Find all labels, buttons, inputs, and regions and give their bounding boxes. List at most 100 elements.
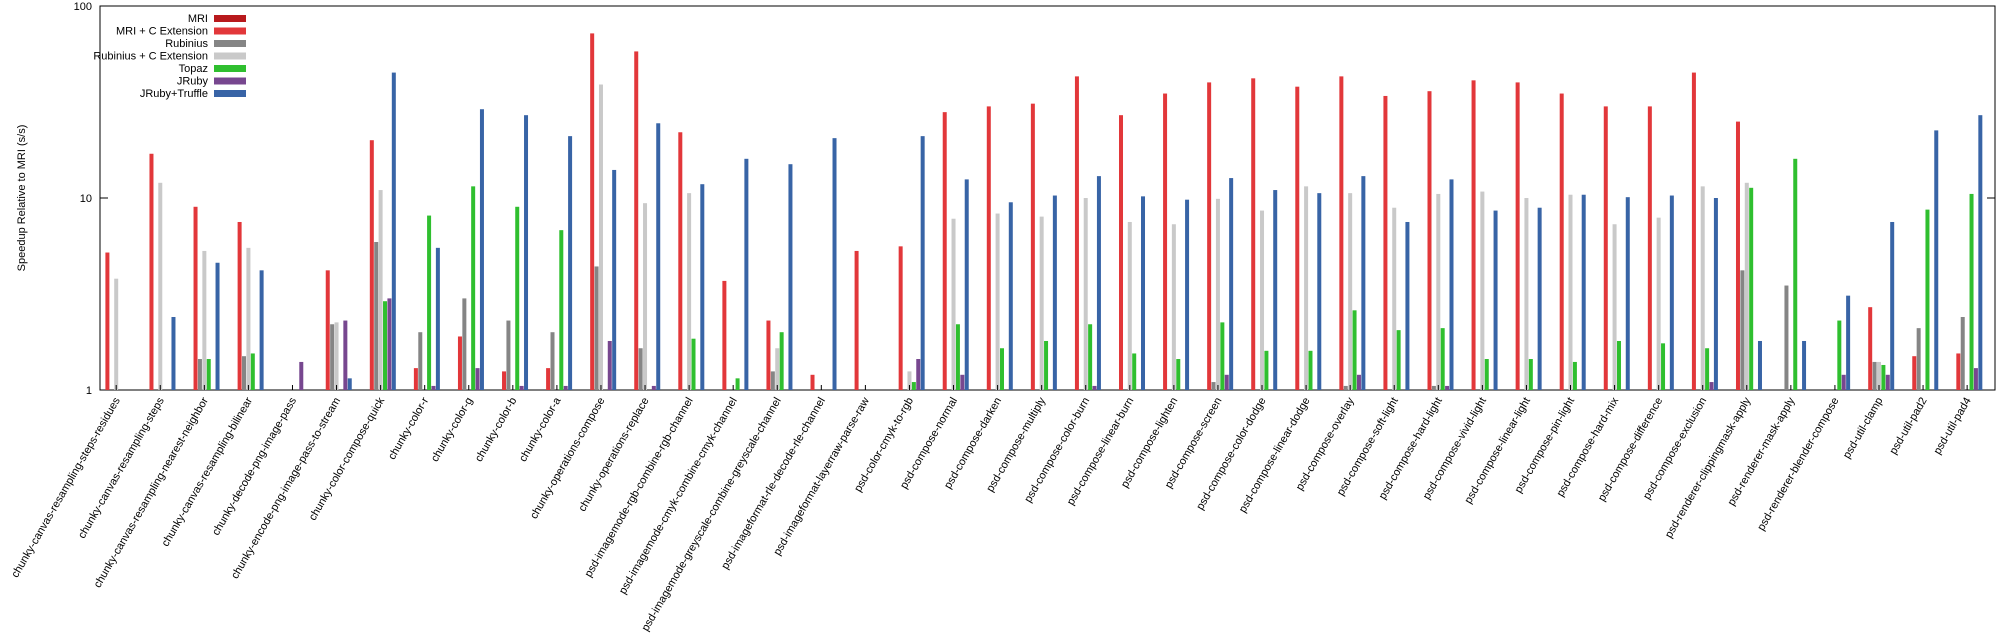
bar [1757, 340, 1762, 390]
bar [1251, 78, 1256, 391]
bar [1969, 193, 1974, 390]
bar [206, 359, 211, 390]
bar [735, 378, 740, 390]
bar [378, 190, 383, 390]
bar [374, 241, 379, 390]
bar [1885, 374, 1890, 390]
bar [1480, 191, 1485, 390]
bar [1700, 186, 1705, 390]
bar [775, 348, 780, 390]
bar [1405, 221, 1410, 390]
bar [1709, 382, 1714, 390]
bar [651, 385, 656, 390]
legend-label: JRuby [177, 76, 209, 88]
bar [656, 123, 661, 390]
bar [334, 322, 339, 390]
bar [391, 72, 396, 391]
bar [1383, 95, 1388, 390]
bar [766, 320, 771, 390]
bar [1493, 210, 1498, 390]
bar [462, 298, 467, 390]
bar [1185, 199, 1190, 390]
bar [1925, 209, 1930, 390]
y-tick-label: 100 [74, 1, 92, 13]
bar [515, 206, 520, 390]
bar [457, 336, 462, 390]
bar [986, 106, 991, 391]
x-tick-label: psd-renderer-blender-compose [1755, 396, 1841, 533]
bar [744, 158, 749, 390]
x-tick-label: chunky-canvas-resampling-steps [76, 395, 167, 541]
bar [1705, 348, 1710, 390]
bar [479, 109, 484, 391]
bar [1030, 103, 1035, 390]
bar [524, 115, 529, 390]
bar [246, 247, 251, 390]
bar [1973, 368, 1978, 390]
bar [898, 246, 903, 390]
bar [1528, 359, 1533, 390]
bar [1008, 202, 1013, 390]
bar [1647, 106, 1652, 391]
bar [193, 206, 198, 390]
bar [955, 324, 960, 390]
bar [1088, 324, 1093, 390]
bar [598, 84, 603, 390]
bar [1096, 176, 1101, 390]
bar [427, 215, 432, 390]
bar [1713, 198, 1718, 390]
legend-label: Rubinius [165, 38, 208, 50]
legend-label: Rubinius + C Extension [93, 51, 208, 63]
bar [502, 371, 507, 390]
bar [1978, 115, 1983, 390]
bar [1916, 328, 1921, 390]
bar [1044, 340, 1049, 390]
bar [1749, 187, 1754, 390]
bar [594, 266, 599, 390]
bar [1220, 322, 1225, 390]
legend-swatch [214, 65, 246, 72]
legend-swatch [214, 52, 246, 60]
bar [171, 316, 176, 390]
legend-swatch [214, 90, 246, 97]
bar [1559, 93, 1564, 390]
x-tick-label: chunky-color-a [517, 395, 564, 464]
bar [1132, 353, 1137, 390]
legend-label: Topaz [179, 63, 208, 75]
bar [1471, 80, 1476, 391]
bar [1669, 195, 1674, 390]
bar [471, 186, 476, 390]
y-tick-label: 1 [86, 385, 92, 397]
x-tick-label: chunky-canvas-resampling-bilinear [160, 395, 256, 548]
bar [1744, 182, 1749, 390]
bar [1484, 359, 1489, 390]
bar [1339, 76, 1344, 390]
bar [1581, 194, 1586, 390]
bar [1625, 197, 1630, 390]
bar [722, 280, 727, 390]
bar [643, 203, 648, 390]
bar [1127, 221, 1132, 390]
bar [964, 179, 969, 390]
bar [638, 348, 643, 390]
bar [546, 368, 551, 390]
bar [1740, 270, 1745, 390]
bar [1273, 190, 1278, 390]
bar [1612, 224, 1617, 390]
bar [387, 298, 392, 390]
bar [1119, 115, 1124, 390]
bar [559, 230, 564, 390]
bar [413, 368, 418, 390]
bar [519, 385, 524, 390]
bar [1912, 356, 1917, 390]
bar [1039, 216, 1044, 390]
bar [1568, 194, 1573, 390]
bar [1264, 350, 1269, 390]
x-tick-label: chunky-color-r [386, 395, 431, 462]
bar [1431, 385, 1436, 390]
bar [1211, 382, 1216, 390]
bar [788, 164, 793, 390]
x-tick-label: chunky-color-g [429, 396, 475, 464]
bar [1215, 198, 1220, 390]
